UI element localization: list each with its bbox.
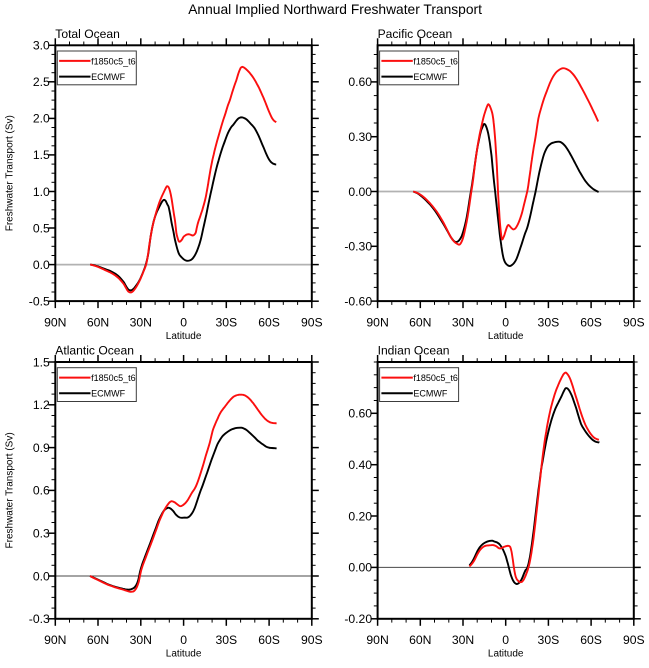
svg-text:Latitude: Latitude [488, 649, 524, 660]
svg-text:f1850c5_t6: f1850c5_t6 [91, 373, 136, 383]
svg-text:0.20: 0.20 [348, 509, 372, 523]
svg-text:1.0: 1.0 [33, 185, 50, 199]
svg-text:1.2: 1.2 [33, 398, 50, 412]
svg-text:ECMWF: ECMWF [413, 389, 447, 399]
svg-text:60N: 60N [87, 315, 109, 329]
svg-text:f1850c5_t6: f1850c5_t6 [91, 56, 136, 66]
svg-text:90N: 90N [366, 315, 388, 329]
svg-text:90N: 90N [44, 315, 66, 329]
svg-text:0: 0 [180, 633, 187, 647]
svg-text:Pacific Ocean: Pacific Ocean [378, 27, 453, 41]
svg-text:90S: 90S [301, 633, 323, 647]
svg-text:30S: 30S [215, 633, 237, 647]
svg-text:Latitude: Latitude [488, 331, 524, 342]
svg-text:90N: 90N [366, 633, 388, 647]
svg-text:1.5: 1.5 [33, 148, 50, 162]
svg-text:30S: 30S [215, 315, 237, 329]
svg-text:0.60: 0.60 [348, 75, 372, 89]
svg-text:2.5: 2.5 [33, 75, 50, 89]
svg-text:Annual Implied Northward Fresh: Annual Implied Northward Freshwater Tran… [188, 2, 482, 17]
svg-text:ECMWF: ECMWF [91, 389, 125, 399]
svg-text:90S: 90S [301, 315, 323, 329]
svg-text:0: 0 [180, 315, 187, 329]
svg-text:90S: 90S [623, 633, 645, 647]
svg-text:60S: 60S [258, 315, 280, 329]
svg-text:Indian Ocean: Indian Ocean [378, 344, 450, 358]
svg-text:2.0: 2.0 [33, 112, 50, 126]
svg-text:30N: 30N [452, 633, 474, 647]
svg-text:30N: 30N [452, 315, 474, 329]
svg-text:0.00: 0.00 [348, 561, 372, 575]
svg-text:60N: 60N [87, 633, 109, 647]
svg-text:0.5: 0.5 [33, 221, 50, 235]
svg-text:90N: 90N [44, 633, 66, 647]
svg-text:60S: 60S [258, 633, 280, 647]
svg-text:Latitude: Latitude [166, 331, 202, 342]
svg-text:Freshwater Transport (Sv): Freshwater Transport (Sv) [4, 432, 15, 548]
svg-text:0: 0 [502, 633, 509, 647]
svg-text:30S: 30S [538, 633, 560, 647]
svg-text:f1850c5_t6: f1850c5_t6 [413, 373, 458, 383]
svg-text:Atlantic Ocean: Atlantic Ocean [55, 344, 134, 358]
svg-text:0.6: 0.6 [33, 484, 50, 498]
svg-text:60S: 60S [580, 315, 602, 329]
svg-text:60N: 60N [409, 315, 431, 329]
svg-text:0.9: 0.9 [33, 441, 50, 455]
svg-text:0.00: 0.00 [348, 185, 372, 199]
svg-text:-0.30: -0.30 [344, 240, 372, 254]
svg-text:0.60: 0.60 [348, 407, 372, 421]
svg-text:0.40: 0.40 [348, 458, 372, 472]
svg-text:0.0: 0.0 [33, 258, 50, 272]
svg-text:f1850c5_t6: f1850c5_t6 [413, 56, 458, 66]
svg-text:30N: 30N [130, 633, 152, 647]
svg-text:ECMWF: ECMWF [413, 72, 447, 82]
svg-text:-0.5: -0.5 [29, 295, 50, 309]
svg-text:90S: 90S [623, 315, 645, 329]
svg-text:Total Ocean: Total Ocean [55, 27, 120, 41]
svg-text:ECMWF: ECMWF [91, 72, 125, 82]
svg-text:0.0: 0.0 [33, 569, 50, 583]
svg-text:0.3: 0.3 [33, 527, 50, 541]
svg-text:Latitude: Latitude [166, 649, 202, 660]
svg-text:30N: 30N [130, 315, 152, 329]
svg-text:-0.3: -0.3 [29, 612, 50, 626]
svg-text:0.30: 0.30 [348, 130, 372, 144]
svg-text:0: 0 [502, 315, 509, 329]
svg-text:60S: 60S [580, 633, 602, 647]
svg-text:3.0: 3.0 [33, 39, 50, 53]
svg-text:-0.60: -0.60 [344, 294, 372, 308]
svg-text:-0.20: -0.20 [344, 612, 372, 626]
svg-text:60N: 60N [409, 633, 431, 647]
svg-text:Freshwater Transport (Sv): Freshwater Transport (Sv) [4, 115, 15, 231]
svg-text:1.5: 1.5 [33, 355, 50, 369]
svg-text:30S: 30S [538, 315, 560, 329]
